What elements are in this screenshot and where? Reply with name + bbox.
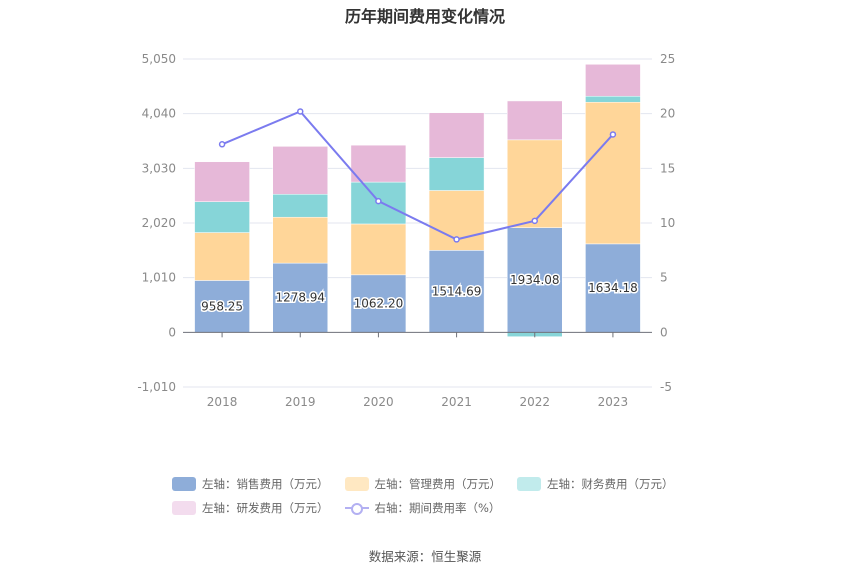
x-axis-tick-label: 2021: [441, 395, 472, 409]
right-axis-tick-label: 10: [660, 216, 675, 230]
bar-series: [194, 64, 641, 337]
left-axis-tick-label: 4,040: [142, 107, 176, 121]
right-axis-tick-label: 20: [660, 107, 675, 121]
legend-label: 右轴：期间费用率（%）: [374, 501, 501, 515]
bar-segment: [194, 161, 250, 202]
bar-segment: [350, 144, 407, 183]
legend-label: 左轴：管理费用（万元）: [374, 477, 502, 491]
expense-rate-line: [221, 110, 614, 241]
bar-labels: 958.25 1278.94 1062.20 1514.69 1934.08 1634.1…: [200, 271, 640, 314]
data-source: 数据来源：恒生聚源: [368, 549, 482, 564]
bar-segment: [194, 201, 250, 233]
bar-value-label: 1062.20: [354, 297, 404, 311]
bar-value-label: 1278.94: [275, 291, 325, 305]
left-axis-tick-label: -1,010: [137, 380, 176, 394]
legend-item-rnd[interactable]: 左轴：研发费用（万元）: [172, 500, 329, 516]
legend-label: 左轴：销售费用（万元）: [202, 477, 329, 491]
right-axis-tick-label: 15: [660, 161, 675, 175]
chart-title: 历年期间费用变化情况: [344, 7, 505, 26]
legend-swatch-sales: [172, 477, 196, 491]
bar-value-label: 1934.08: [510, 273, 560, 287]
bar-segment: [507, 139, 563, 228]
legend-swatch-admin: [344, 477, 369, 491]
bar-segment: [272, 146, 328, 195]
bar-segment: [428, 157, 485, 191]
right-axis-tick-label: 5: [660, 271, 668, 285]
legend-line-marker-icon: [344, 501, 369, 515]
left-axis-tick-label: 1,010: [142, 271, 176, 285]
bar-segment: [194, 280, 250, 333]
left-axis-tick-label: 5,050: [142, 52, 176, 66]
legend-item-expense-rate[interactable]: 右轴：期间费用率（%）: [344, 500, 501, 516]
x-axis-tick-label: 2018: [207, 395, 238, 409]
bar-segment: [428, 112, 485, 158]
x-axis-tick-label: 2022: [519, 395, 550, 409]
right-axis-tick-label: 25: [660, 52, 675, 66]
x-axis-tick-label: 2019: [285, 395, 316, 409]
expense-rate-point: [609, 131, 617, 138]
legend-swatch-rnd: [172, 501, 196, 515]
expense-rate-point: [375, 197, 382, 205]
legend-label: 左轴：研发费用（万元）: [202, 501, 329, 515]
bar-value-label: 1514.69: [432, 284, 482, 298]
bar-segment: [585, 95, 641, 103]
axes: -1,010 0 1,010 2,020 3,030 4,040 5,050 -5 0 5 10 15…: [137, 52, 675, 409]
legend-item-sales[interactable]: 左轴：销售费用（万元）: [172, 476, 329, 492]
bar-value-label: 958.25: [201, 299, 243, 313]
bar-segment: [272, 194, 328, 218]
bar-segment: [585, 243, 641, 333]
legend-swatch-finance: [517, 477, 541, 491]
expense-rate-point: [453, 236, 460, 243]
bar-segment: [585, 101, 641, 245]
bar-segment: [507, 227, 563, 333]
grid-lines: [183, 58, 652, 388]
expense-rate-point: [297, 108, 304, 115]
right-axis-tick-label: -5: [660, 380, 672, 394]
left-axis-tick-label: 2,020: [142, 216, 176, 230]
bar-value-label: 1634.18: [588, 281, 638, 295]
bar-segment: [272, 216, 328, 264]
bar-segment: [585, 64, 641, 97]
bar-segment: [428, 250, 485, 333]
legend: 左轴：销售费用（万元） 左轴：管理费用（万元） 左轴：财务费用（万元） 左轴：研…: [172, 472, 692, 520]
legend-item-finance[interactable]: 左轴：财务费用（万元）: [517, 476, 674, 492]
x-axis-tick-label: 2020: [363, 395, 394, 409]
right-axis-tick-label: 0: [660, 325, 668, 339]
bar-segment: [350, 223, 407, 276]
legend-label: 左轴：财务费用（万元）: [547, 477, 674, 491]
left-axis-tick-label: 0: [168, 325, 176, 339]
expense-rate-point: [531, 217, 538, 225]
left-axis-tick-label: 3,030: [142, 161, 176, 175]
bar-segment: [507, 100, 563, 141]
x-axis-tick-label: 2023: [598, 395, 629, 409]
line-series: [218, 108, 617, 243]
expense-rate-point: [218, 141, 226, 148]
legend-item-admin[interactable]: 左轴：管理费用（万元）: [344, 476, 502, 492]
bar-segment: [194, 232, 250, 281]
